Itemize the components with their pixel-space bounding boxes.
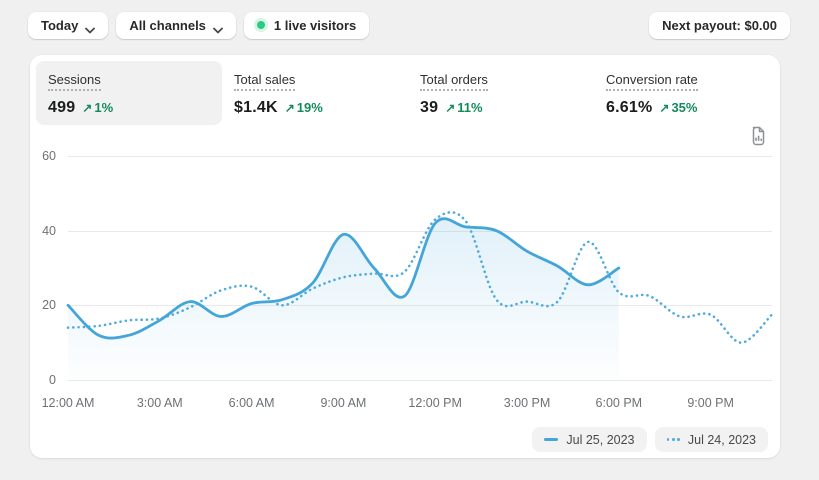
dotted-line-marker-icon [666,438,680,441]
x-tick-label: 3:00 PM [503,396,551,410]
x-tick-label: 6:00 AM [228,396,275,410]
live-visitors-badge[interactable]: 1 live visitors [243,11,370,39]
gridline [68,380,772,381]
y-tick-label: 0 [49,373,56,387]
x-tick-label: 12:00 AM [41,396,95,410]
metric-label: Sessions [48,72,101,91]
metric-delta: ↗ 19% [285,100,323,115]
metric-value-row: 39 ↗ 11% [420,99,582,117]
metric-tab-conversion-rate[interactable]: Conversion rate 6.61% ↗ 35% [594,61,780,125]
next-payout-button[interactable]: Next payout: $0.00 [649,11,790,39]
metric-value-row: 6.61% ↗ 35% [606,99,768,117]
metric-label: Total orders [420,72,488,91]
chevron-down-icon [213,22,223,33]
line-jul-25 [66,217,621,340]
metric-value: 39 [420,99,439,116]
metrics-row: Sessions 499 ↗ 1% Total sales $1.4K ↗ 19% … [36,61,780,125]
metric-tab-sessions[interactable]: Sessions 499 ↗ 1% [36,61,222,125]
live-visitors-label: 1 live visitors [273,17,357,33]
metric-label: Total sales [234,72,296,91]
legend-label: Jul 25, 2023 [566,432,635,447]
metric-tab-total-orders[interactable]: Total orders 39 ↗ 11% [408,61,594,125]
y-tick-label: 40 [42,223,56,238]
chevron-down-icon [85,22,96,33]
x-tick-label: 9:00 PM [687,396,734,410]
x-tick-label: 12:00 PM [408,396,462,410]
x-tick-label: 6:00 PM [595,396,643,410]
up-right-arrow-icon: ↗ [82,101,93,115]
live-dot-icon [256,21,265,29]
metric-label: Conversion rate [606,72,698,91]
channel-filter-label: All channels [129,17,206,33]
metric-delta-value: 19% [296,100,323,115]
metric-delta-value: 35% [671,100,698,115]
metric-value: 499 [48,99,76,116]
up-right-arrow-icon: ↗ [284,101,295,115]
metric-value: 6.61% [606,99,653,116]
gridline [68,230,772,232]
analytics-card: Sessions 499 ↗ 1% Total sales $1.4K ↗ 19% … [30,55,780,458]
x-tick-label: 3:00 AM [136,396,183,410]
metric-delta-value: 11% [457,100,483,115]
topbar: Today All channels 1 live visitors Next … [0,0,819,42]
legend-item-jul-24[interactable]: Jul 24, 2023 [654,427,768,452]
legend-label: Jul 24, 2023 [687,432,756,447]
gridline [68,156,772,157]
view-report-button[interactable] [748,126,768,148]
metric-value: $1.4K [234,99,278,116]
legend-item-jul-25[interactable]: Jul 25, 2023 [532,427,647,452]
x-tick-label: 9:00 AM [320,396,367,410]
sessions-chart: 60 40 20 0 12:00 AM 3:00 AM 6:00 AM 9:00 AM 12:… [30,145,780,458]
solid-line-marker-icon [544,438,559,441]
next-payout-label: Next payout: $0.00 [662,17,777,33]
up-right-arrow-icon: ↗ [659,101,670,115]
metric-delta: ↗ 11% [445,100,482,115]
chart-legend: Jul 25, 2023 Jul 24, 2023 [532,427,768,452]
y-tick-label: 20 [42,298,56,313]
up-right-arrow-icon: ↗ [445,101,456,115]
metric-value-row: $1.4K ↗ 19% [234,99,396,117]
channel-filter-button[interactable]: All channels [116,11,236,39]
chart-plot-area [66,210,774,380]
date-range-button[interactable]: Today [28,11,109,39]
metric-delta-value: 1% [94,100,114,115]
metric-tab-total-sales[interactable]: Total sales $1.4K ↗ 19% [222,61,408,125]
area-fill [68,218,619,380]
date-range-label: Today [41,17,79,33]
y-tick-label: 60 [42,149,56,163]
file-bar-chart-icon [750,126,767,149]
metric-value-row: 499 ↗ 1% [48,99,210,117]
metric-delta: ↗ 1% [82,100,113,115]
metric-delta: ↗ 35% [659,100,697,115]
